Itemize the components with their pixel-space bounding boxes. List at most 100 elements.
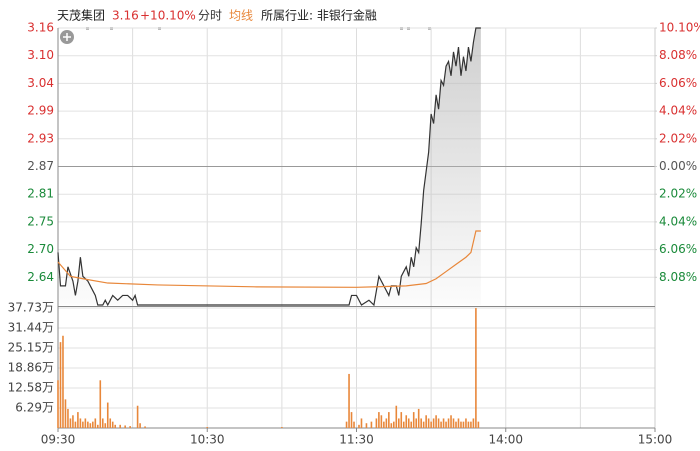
volume-bar [407,418,410,428]
volume-bar [427,418,430,428]
volume-bar [420,418,422,428]
y-tick-label: 3.04 [27,76,54,90]
volume-bar [64,399,67,428]
y-tick-label: 2.93 [27,131,54,145]
volume-bar [380,415,383,428]
volume-bar [353,421,355,428]
volume-bar [370,421,373,428]
volume-bar [114,424,117,428]
volume-bar [400,412,403,428]
volume-bar [74,421,77,428]
volume-bar [477,421,480,428]
volume-bar [59,342,62,428]
price-line [57,27,481,307]
volume-bar [378,412,380,428]
volume-bar [69,418,72,428]
legend-price[interactable]: 分时 [198,9,222,23]
volume-bar [281,427,283,428]
volume-bar [410,421,413,428]
volume-bar [62,335,64,428]
legend-average[interactable]: 均线 [229,9,253,23]
y2-tick-label: 6.06% [659,76,697,90]
y-tick-label: 2.75 [27,214,54,228]
volume-bar [375,418,378,428]
volume-bar [72,415,74,428]
y-tick-label: 18.86万 [8,361,54,375]
volume-bar [101,418,104,428]
volume-bar [460,421,462,428]
volume-bar [467,421,470,428]
y2-tick-label: 4.04% [659,104,697,118]
y-tick-label: 3.10 [27,48,54,62]
volume-bar [109,418,112,428]
y-tick-label: 2.87 [27,159,54,173]
volume-bar [350,412,353,428]
volume-bar [111,421,114,428]
volume-bar [442,418,445,428]
volume-bar [440,421,442,428]
volume-bar [412,412,415,428]
stock-price: 3.16 [112,9,139,23]
volume-bar [87,421,89,428]
industry[interactable]: 所属行业: 非银行金融 [261,8,377,23]
volume-bar [365,423,368,428]
add-icon [63,33,71,41]
volume-bar [84,418,87,428]
volume-bar [82,421,84,428]
volume-bar [77,412,79,428]
volume-bar [450,415,452,428]
stock-name: 天茂集团 [57,8,105,23]
y-tick-label: 31.44万 [8,321,54,335]
volume-bar [124,425,126,428]
volume-bar [390,423,393,428]
volume-bar [405,415,408,428]
y-tick-label: 2.70 [27,242,54,256]
volume-bar [119,424,121,428]
volume-bar [447,418,450,428]
volume-bar [388,412,390,428]
volume-bar [206,427,209,428]
volume-bar [67,408,69,428]
volume-bar [455,421,457,428]
y-tick-label: 2.64 [27,270,54,284]
volume-bar [415,418,417,428]
volume-bar [475,308,477,428]
volume-bar [89,423,92,428]
volume-bar [94,418,97,428]
y-tick-label: 37.73万 [8,301,54,315]
volume-bar [437,418,440,428]
y2-tick-label: 8.08% [659,270,697,284]
volume-bar [445,421,447,428]
x-tick-label: 11:30 [339,433,374,447]
y-tick-label: 2.99 [27,104,54,118]
volume-bar [457,418,460,428]
volume-bar [136,405,139,428]
volume-bar [104,423,107,428]
y-tick-label: 2.81 [27,187,54,201]
x-tick-label: 14:00 [488,433,523,447]
volume-bar [360,418,363,428]
volume-bar [57,380,59,428]
volume-bar [385,418,388,428]
volume-bar [462,421,465,428]
y2-tick-label: 4.04% [659,214,697,228]
volume-bar [393,421,395,428]
volume-bar [358,424,360,428]
volume-bar [465,418,467,428]
y2-tick-label: 10.10% [659,21,700,35]
volume-bar [383,421,385,428]
average-line [57,230,481,288]
volume-bar [129,426,131,428]
x-tick-label: 09:30 [41,433,76,447]
volume-bar [470,421,472,428]
volume-bar [402,421,405,428]
volume-bar [417,408,420,428]
stock-change: +10.10% [140,9,196,23]
volume-bar [144,426,146,428]
volume-bar [106,402,109,428]
volume-bar [425,415,427,428]
y2-tick-label: 8.08% [659,48,697,62]
volume-bar [452,418,455,428]
volume-bar [139,423,141,428]
